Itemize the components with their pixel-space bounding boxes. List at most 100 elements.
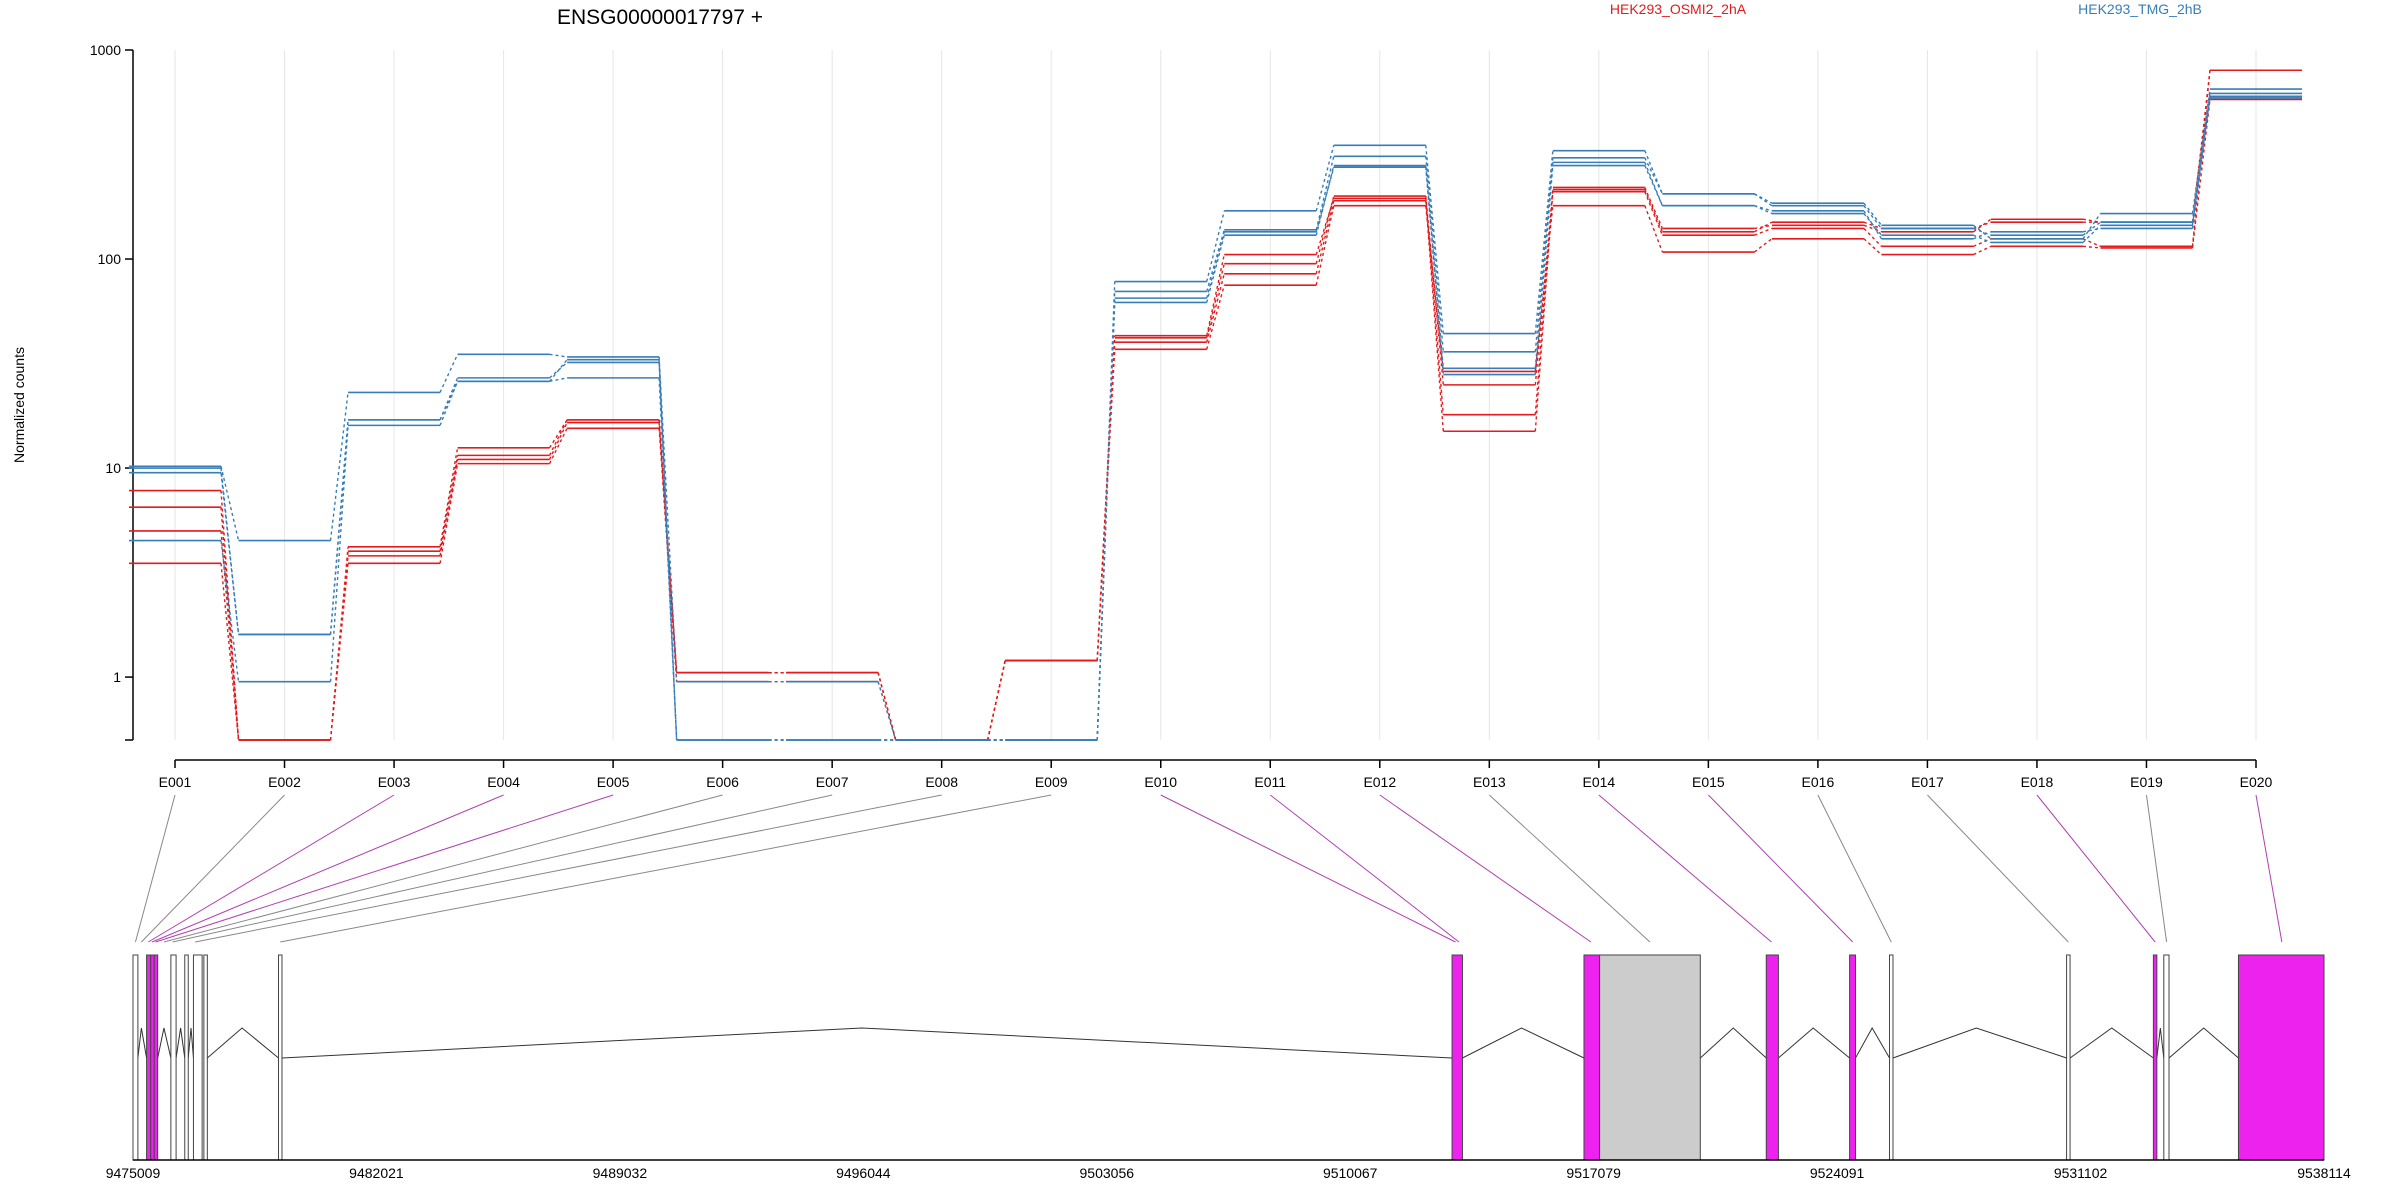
legend-label-osmi2: HEK293_OSMI2_2hA: [1610, 1, 1747, 17]
data-connector: [548, 427, 568, 464]
data-connector: [1425, 196, 1445, 385]
data-connector: [439, 354, 459, 393]
series-line: [128, 95, 2303, 741]
data-connector: [1754, 224, 1773, 230]
series-line: [128, 69, 2303, 741]
data-connector: [1863, 202, 1882, 226]
x-tick-label: E017: [1911, 774, 1944, 790]
data-connector: [1425, 167, 1445, 375]
data-connector: [2191, 97, 2211, 229]
data-connector: [1972, 224, 1992, 240]
exon-connector: [1598, 794, 1772, 943]
exon-connector: [2036, 794, 2156, 943]
data-connector: [2082, 221, 2101, 236]
intron-line: [175, 1027, 186, 1059]
data-connector: [1315, 156, 1335, 230]
exon-box: [203, 954, 208, 1161]
intron-line: [1462, 1027, 1585, 1059]
exon-connector: [195, 794, 942, 943]
data-connector: [1973, 221, 1992, 230]
data-connector: [439, 447, 459, 547]
genome-tick-label: 9538114: [2297, 1165, 2351, 1181]
data-connector: [1863, 238, 1882, 256]
genome-tick-label: 9496044: [836, 1165, 891, 1181]
data-connector: [2191, 89, 2211, 214]
x-axis: E001 E002 E003 E004 E005 E006 E007 E008 E009 E010…: [159, 759, 2273, 790]
exon-connector: [1379, 794, 1592, 943]
exon-connector: [141, 794, 285, 943]
exon-box: [132, 954, 139, 1161]
data-connector: [987, 660, 1006, 741]
intron-line: [157, 1027, 172, 1059]
series-line: [128, 97, 2303, 741]
data-connector: [1644, 162, 1664, 206]
data-connector: [1206, 284, 1225, 350]
data-connector: [1863, 227, 1882, 247]
intron-line: [1699, 1027, 1767, 1059]
exon-connector: [1488, 794, 1651, 943]
data-connector: [2191, 99, 2211, 249]
data-connector: [548, 422, 568, 460]
exon-connector: [2145, 794, 2168, 943]
exon-connector: [172, 794, 833, 943]
x-tick-label: E008: [925, 774, 958, 790]
series-line: [128, 69, 2303, 741]
x-tick-label: E012: [1363, 774, 1396, 790]
data-connector: [549, 361, 568, 379]
data-connector: [1973, 245, 1992, 256]
intron-line: [207, 1027, 279, 1059]
data-connector: [1315, 200, 1335, 274]
exon-connector: [134, 794, 176, 943]
x-tick-label: E001: [159, 774, 192, 790]
intron-line: [2156, 1027, 2165, 1059]
data-connector: [658, 362, 678, 741]
data-connector: [439, 463, 459, 564]
exon-box: [1849, 954, 1856, 1161]
series-layer: [128, 69, 2303, 741]
series-line: [128, 92, 2303, 741]
intron-line: [137, 1027, 148, 1059]
data-connector: [2082, 227, 2101, 233]
data-connector: [1863, 224, 1882, 233]
x-tick-label: E011: [1254, 774, 1286, 790]
data-connector: [220, 467, 240, 635]
exon-connector: [280, 794, 1052, 943]
data-connector: [1644, 189, 1664, 233]
data-connector: [1425, 205, 1445, 372]
x-tick-label: E014: [1582, 774, 1615, 790]
data-connector: [2082, 245, 2101, 249]
vertical-gridlines: [174, 50, 2257, 740]
data-connector: [1425, 165, 1445, 369]
exon-box: [1599, 954, 1701, 1161]
intron-line: [281, 1027, 1453, 1059]
data-connector: [329, 551, 349, 741]
exon-box: [2152, 954, 2158, 1161]
x-tick-label: E013: [1473, 774, 1506, 790]
data-connector: [1754, 227, 1773, 236]
y-tick-label: 1: [113, 669, 121, 685]
legend-label-tmg: HEK293_TMG_2hB: [2078, 1, 2202, 17]
x-tick-label: E007: [816, 774, 849, 790]
y-tick-label: 100: [98, 251, 122, 267]
data-connector: [1644, 165, 1664, 206]
exon-box: [146, 954, 152, 1161]
data-connector: [220, 563, 240, 741]
exon-connectors: [134, 794, 2283, 943]
chart-title: ENSG00000017797 +: [557, 6, 763, 29]
data-connector: [1973, 231, 1992, 240]
intron-line: [2168, 1027, 2239, 1059]
data-connector: [1206, 263, 1225, 338]
data-connector: [439, 377, 459, 421]
exon-box: [1889, 954, 1894, 1161]
data-connector: [1096, 302, 1116, 741]
series-line: [128, 95, 2303, 741]
x-tick-label: E006: [706, 774, 739, 790]
data-connector: [439, 381, 459, 426]
genome-tick-label: 9475009: [106, 1165, 161, 1181]
data-connector: [1425, 200, 1445, 432]
data-connector: [1644, 187, 1664, 229]
data-connector: [1206, 254, 1225, 336]
series-line: [128, 88, 2303, 741]
exon-connector: [1927, 794, 2069, 943]
